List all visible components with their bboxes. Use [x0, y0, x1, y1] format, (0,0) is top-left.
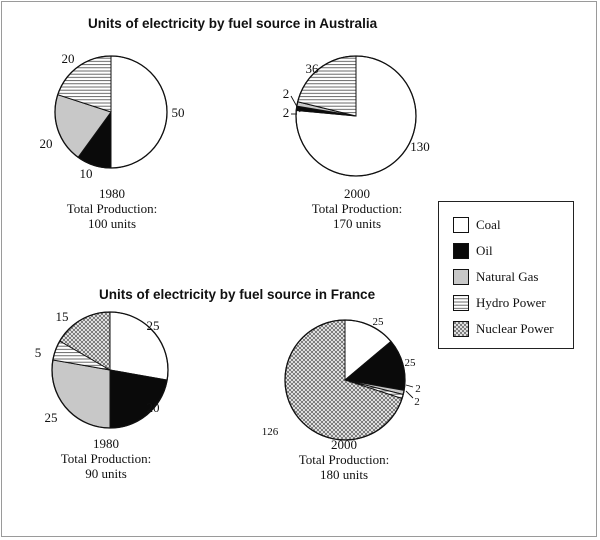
- caption-fra-1980: 1980 Total Production: 90 units: [26, 436, 186, 481]
- pie-outline: [284, 319, 406, 441]
- legend-item-hydro-power: Hydro Power: [453, 295, 546, 311]
- slice-value-label: 2: [415, 383, 421, 395]
- slice-value-label: 15: [56, 309, 69, 324]
- caption-total-label: Total Production:: [311, 201, 403, 216]
- pie-slice-natural-gas: [51, 359, 111, 429]
- slice-value-label: 5: [35, 345, 42, 360]
- legend-label: Oil: [476, 243, 493, 258]
- caption-total-value: 170 units: [332, 216, 382, 231]
- pie-slice-coal: [110, 55, 168, 169]
- slice-value-label: 20: [40, 136, 53, 151]
- caption-total-label: Total Production:: [66, 201, 158, 216]
- caption-total-value: 90 units: [85, 466, 127, 481]
- caption-total-label: Total Production:: [60, 451, 152, 466]
- australia-title: Units of electricity by fuel source in A…: [88, 16, 378, 31]
- legend-swatch-coal: [453, 217, 469, 233]
- slice-value-label: 20: [62, 51, 75, 66]
- label-leader-line: [405, 390, 414, 399]
- label-leader-line: [290, 95, 301, 113]
- france-title: Units of electricity by fuel source in F…: [99, 287, 376, 302]
- caption-fra-2000: 2000 Total Production: 180 units: [264, 437, 424, 482]
- pie-slice-oil: [109, 369, 168, 429]
- legend-item-coal: Coal: [453, 217, 501, 233]
- legend-label: Natural Gas: [476, 269, 539, 284]
- slice-value-label: 130: [410, 139, 430, 154]
- slice-value-label: 25: [373, 316, 385, 328]
- legend-label: Nuclear Power: [476, 321, 554, 336]
- caption-aus-1980: 1980 Total Production: 100 units: [32, 186, 192, 231]
- caption-total-value: 100 units: [87, 216, 137, 231]
- caption-aus-2000: 2000 Total Production: 170 units: [277, 186, 437, 231]
- slice-value-label: 2: [414, 396, 420, 408]
- caption-year: 1980: [99, 186, 125, 201]
- slice-value-label: 50: [172, 105, 185, 120]
- label-leader-line: [405, 384, 414, 388]
- pie-outline: [54, 55, 168, 169]
- caption-year: 2000: [344, 186, 370, 201]
- legend-swatch-oil: [453, 243, 469, 259]
- slice-value-label: 25: [147, 318, 160, 333]
- slice-value-label: 25: [45, 410, 58, 425]
- caption-total-label: Total Production:: [298, 452, 390, 467]
- slice-value-label: 2: [283, 86, 290, 101]
- legend: Coal Oil Natural Gas Hydro Power Nuclear…: [438, 201, 574, 349]
- legend-swatch-hydro-power: [453, 295, 469, 311]
- slice-value-label: 2: [283, 105, 290, 120]
- legend-swatch-natural-gas: [453, 269, 469, 285]
- pie-outline: [295, 55, 417, 177]
- slice-value-label: 36: [306, 61, 320, 76]
- caption-year: 2000: [331, 437, 357, 452]
- slice-value-label: 10: [80, 166, 93, 181]
- caption-year: 1980: [93, 436, 119, 451]
- slice-value-label: 25: [405, 357, 417, 369]
- pie-outline: [51, 311, 169, 429]
- legend-label: Hydro Power: [476, 295, 546, 310]
- legend-item-nuclear-power: Nuclear Power: [453, 321, 554, 337]
- caption-total-value: 180 units: [319, 467, 369, 482]
- slice-value-label: 20: [147, 400, 160, 415]
- slice-value-label: 126: [262, 426, 279, 438]
- legend-swatch-nuclear-power: [453, 321, 469, 337]
- legend-label: Coal: [476, 217, 501, 232]
- legend-item-natural-gas: Natural Gas: [453, 269, 538, 285]
- legend-item-oil: Oil: [453, 243, 493, 259]
